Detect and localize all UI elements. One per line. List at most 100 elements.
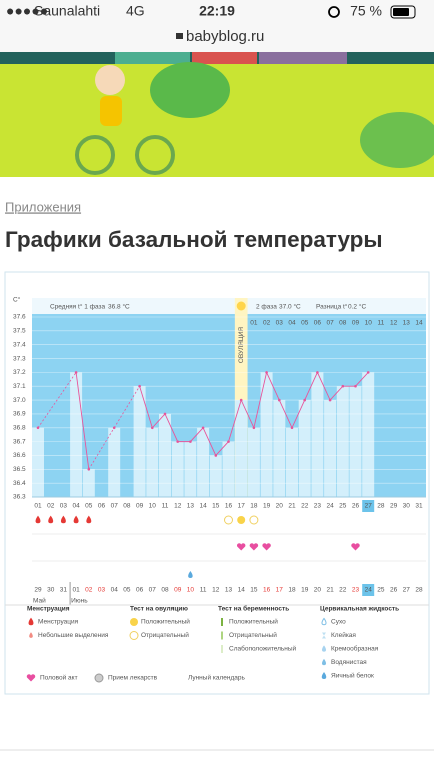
calendar-day: 16 xyxy=(263,587,271,594)
banner-leaf xyxy=(360,112,434,168)
day-bar xyxy=(362,372,375,497)
drop-icon xyxy=(321,658,327,666)
stat-text: 36.8 °C xyxy=(108,303,130,311)
phase2-day-label: 03 xyxy=(276,320,284,327)
circle-icon xyxy=(130,618,138,626)
calendar-day: 27 xyxy=(403,587,411,594)
temperature-point xyxy=(36,426,40,430)
day-bar xyxy=(324,400,337,497)
bar-icon xyxy=(221,645,223,653)
page-title: Графики базальной температуры xyxy=(5,227,383,252)
calendar-day: 12 xyxy=(212,587,220,594)
breadcrumb[interactable]: Приложения xyxy=(5,199,81,214)
x-tick-label: 23 xyxy=(314,503,322,510)
phase2-day-label: 11 xyxy=(378,320,385,327)
legend-item: Сухо xyxy=(331,619,346,626)
drop-icon xyxy=(35,515,41,524)
legend-item: Прием лекарств xyxy=(108,675,158,682)
x-tick-label: 18 xyxy=(250,503,258,510)
url[interactable]: babyblog.ru xyxy=(186,28,264,45)
legend-item: Положительный xyxy=(229,618,278,626)
phase2-day-label: 01 xyxy=(250,320,258,327)
x-tick-label: 17 xyxy=(238,503,246,510)
phase2-day-label: 05 xyxy=(301,320,309,327)
calendar-day: 13 xyxy=(225,587,233,594)
phase2-day-label: 09 xyxy=(352,320,360,327)
day-bar xyxy=(298,400,311,497)
temperature-point xyxy=(354,384,357,388)
x-tick-label: 31 xyxy=(415,503,423,510)
x-tick-label: 13 xyxy=(187,503,195,510)
temperature-point xyxy=(227,440,230,443)
hourglass-icon xyxy=(322,632,326,639)
temperature-point xyxy=(265,371,268,374)
carrier: Saunalahti xyxy=(34,3,100,19)
phase2-day-label: 10 xyxy=(365,320,373,327)
y-tick-label: 36.5 xyxy=(13,466,26,473)
day-bar xyxy=(209,455,222,497)
x-tick-label: 05 xyxy=(85,503,93,510)
x-tick-label: 20 xyxy=(276,503,284,510)
y-tick-label: 37.6 xyxy=(13,314,26,321)
y-tick-label: 37.4 xyxy=(13,341,26,348)
gap-connector xyxy=(37,372,77,428)
lock-icon xyxy=(176,33,183,39)
calendar-day: 03 xyxy=(98,587,106,594)
browser-chrome xyxy=(0,0,434,52)
heart-icon xyxy=(236,543,246,551)
legend-title: Менструация xyxy=(27,606,70,613)
temperature-point xyxy=(189,440,192,443)
circle-icon xyxy=(237,516,246,524)
legend-item: Слабоположительный xyxy=(229,645,297,653)
temperature-point xyxy=(252,426,256,430)
x-tick-label: 25 xyxy=(339,503,347,510)
legend-item: Отрицательный xyxy=(229,631,277,639)
gap-connector xyxy=(88,427,115,470)
temperature-point xyxy=(87,468,91,471)
calendar-day: 31 xyxy=(60,587,68,594)
day-bar xyxy=(32,427,44,497)
x-tick-label: 08 xyxy=(123,503,131,510)
stat-text: Разница t° xyxy=(316,303,348,311)
heart-icon xyxy=(26,674,36,682)
calendar-day: 20 xyxy=(314,587,322,594)
day-bar xyxy=(286,427,298,497)
phase2-day-label: 14 xyxy=(415,320,423,327)
day-bar xyxy=(197,427,210,497)
heart-icon xyxy=(249,543,259,551)
calendar-day: 21 xyxy=(326,587,334,594)
circle-icon xyxy=(129,631,139,640)
day-bar xyxy=(108,427,121,497)
x-tick-label: 29 xyxy=(390,503,398,510)
temperature-point xyxy=(138,384,141,388)
current-day xyxy=(362,584,375,596)
nav-tab[interactable] xyxy=(192,52,257,64)
calendar-day: 29 xyxy=(34,587,42,594)
nav-tab[interactable] xyxy=(259,52,347,64)
circle-icon xyxy=(224,515,233,525)
x-tick-label: 22 xyxy=(301,503,309,510)
stat-text: 37.0 °C xyxy=(279,303,301,311)
day-bar xyxy=(273,400,286,497)
banner-child xyxy=(95,65,125,95)
x-tick-label: 11 xyxy=(162,503,169,510)
x-tick-label: 01 xyxy=(34,503,42,510)
x-tick-label: 26 xyxy=(352,503,360,510)
legend-item: Небольшие выделения xyxy=(38,631,109,639)
legend-title: Тест на овуляцию xyxy=(130,606,188,613)
y-tick-label: 37.5 xyxy=(13,328,26,335)
phase2-day-label: 13 xyxy=(403,320,411,327)
x-tick-label: 28 xyxy=(377,503,385,510)
nav-tab[interactable] xyxy=(115,52,190,64)
day-bar xyxy=(146,427,159,497)
y-tick-label: 37.3 xyxy=(13,355,26,362)
legend-item: Половой акт xyxy=(40,674,78,682)
bar-icon xyxy=(221,618,223,626)
y-axis-label: C° xyxy=(13,296,21,304)
y-tick-label: 36.8 xyxy=(13,424,26,431)
alarm-icon xyxy=(328,6,340,18)
calendar-day: 26 xyxy=(390,587,398,594)
legend-item: Положительный xyxy=(141,618,190,626)
